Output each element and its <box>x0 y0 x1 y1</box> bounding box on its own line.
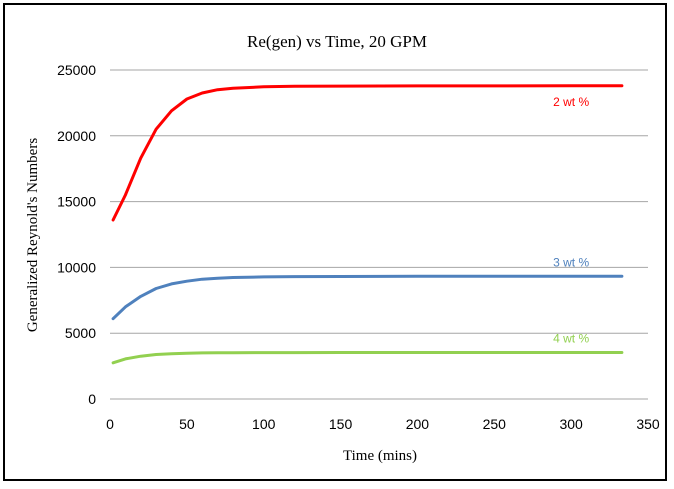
series-labels: 2 wt % 3 wt % 4 wt % <box>553 95 589 346</box>
series-line <box>111 274 624 321</box>
series-line <box>111 351 624 365</box>
y-axis-label: Generalized Reynold's Numbers <box>25 138 41 332</box>
x-tick-label: 150 <box>329 416 353 432</box>
x-tick-label: 100 <box>252 416 276 432</box>
y-tick-label: 25000 <box>57 62 96 78</box>
series-line <box>111 84 624 222</box>
series-label: 3 wt % <box>553 255 589 269</box>
series-lines <box>111 84 624 365</box>
x-tick-label: 250 <box>483 416 507 432</box>
y-tick-label: 0 <box>88 391 96 407</box>
y-tick-label: 15000 <box>57 194 96 210</box>
y-tick-label: 10000 <box>57 259 96 275</box>
chart-frame <box>3 3 667 481</box>
x-tick-label: 300 <box>559 416 583 432</box>
x-axis-label: Time (mins) <box>343 448 417 464</box>
y-tick-label: 20000 <box>57 128 96 144</box>
x-tick-label: 350 <box>636 416 660 432</box>
y-tick-label: 5000 <box>65 325 96 341</box>
series-label: 2 wt % <box>553 95 589 109</box>
series-label: 4 wt % <box>553 332 589 346</box>
x-tick-label: 200 <box>406 416 430 432</box>
x-tick-label: 50 <box>179 416 195 432</box>
chart-title: Re(gen) vs Time, 20 GPM <box>247 32 427 51</box>
y-tick-labels: 0 5000 10000 15000 20000 25000 <box>57 62 96 407</box>
x-tick-label: 0 <box>106 416 114 432</box>
x-tick-labels: 0 50 100 150 200 250 300 350 <box>106 416 660 432</box>
grid-lines <box>110 69 648 334</box>
